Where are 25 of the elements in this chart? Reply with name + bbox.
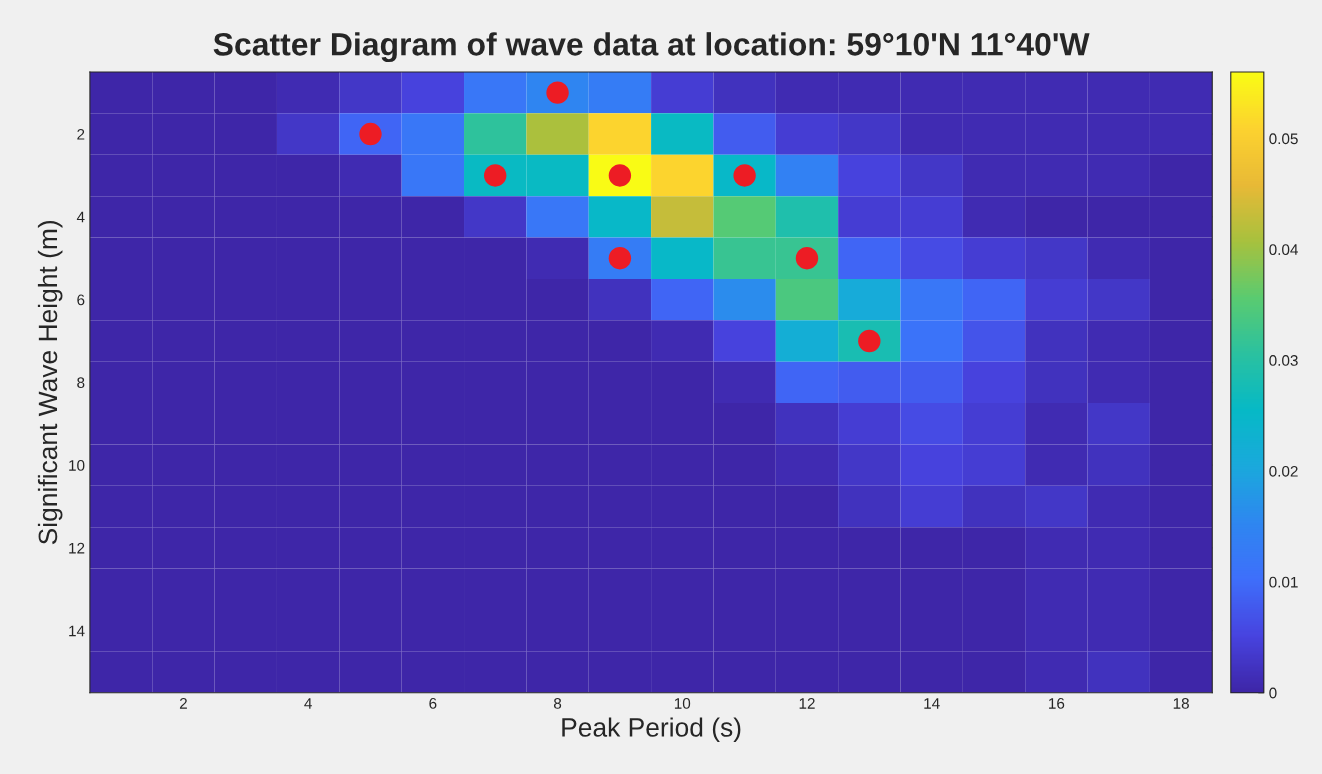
- x-tick-label: 6: [429, 697, 437, 709]
- color-bar-label: 0.01: [1269, 576, 1298, 588]
- x-tick-label: 18: [1173, 697, 1189, 709]
- x-axis-title: Peak Period (s): [562, 717, 741, 742]
- x-tick-label: 14: [924, 698, 940, 709]
- x-tick-label: 4: [304, 698, 312, 709]
- y-tick-label: 4: [76, 211, 85, 223]
- color-bar-label: 0.04: [1269, 244, 1298, 256]
- x-tick-label: 2: [179, 697, 187, 709]
- x-tick-label: 8: [553, 697, 562, 709]
- color-bar-label: 0.05: [1269, 133, 1298, 145]
- x-tick-label: 16: [1049, 697, 1065, 709]
- y-tick-label: 2: [77, 128, 85, 140]
- y-tick-label: 8: [77, 377, 85, 389]
- y-tick-label: 14: [69, 625, 85, 637]
- y-tick-label: 12: [69, 542, 85, 554]
- color-bar-label: 0: [1269, 687, 1277, 699]
- y-axis-title: Significant Wave Height (m): [37, 220, 63, 545]
- y-tick-label: 6: [77, 294, 85, 306]
- x-tick-label: 12: [799, 697, 815, 709]
- color-bar-label: 0.02: [1269, 465, 1298, 477]
- color-bar-label: 0.03: [1269, 355, 1298, 366]
- y-tick-label: 10: [69, 459, 85, 471]
- x-tick-label: 10: [674, 697, 691, 709]
- chart-title: Scatter Diagram of wave data at location: 59°10'N 11°40'W: [213, 32, 1090, 63]
